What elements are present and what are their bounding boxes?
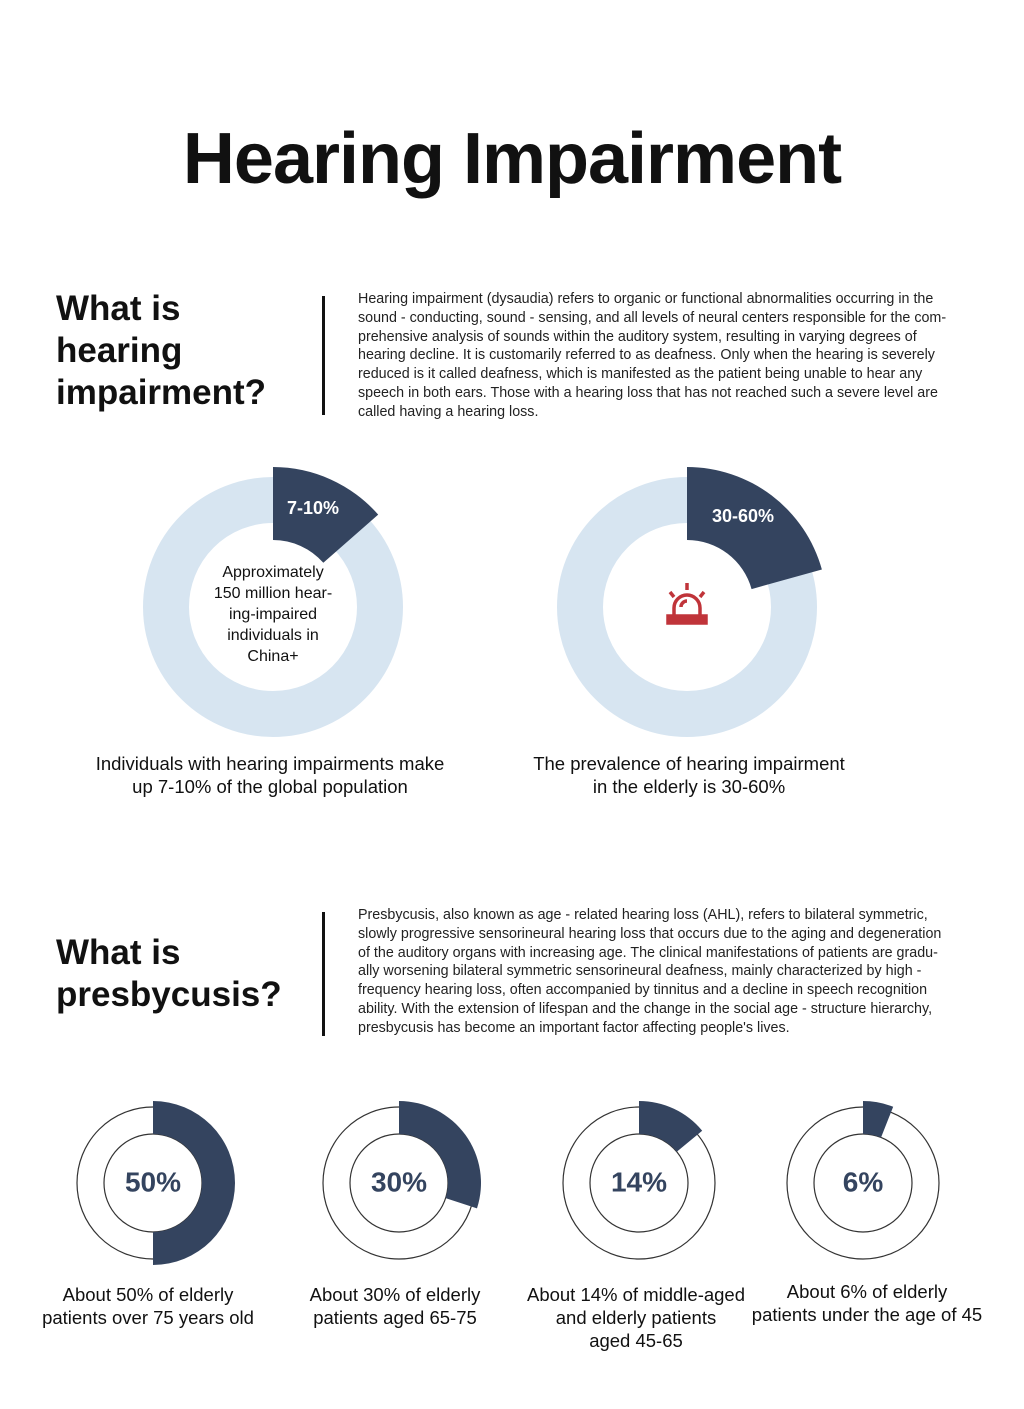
body-text: Hearing impairment (dysaudia) refers to …: [358, 291, 934, 307]
body-text: reduced is it called deafness, which is …: [358, 366, 923, 383]
body-text: of the auditory organs with increasing a…: [358, 944, 938, 961]
body-text: hearing decline. It is customarily refer…: [358, 347, 935, 364]
stat-wedge: [863, 1100, 894, 1138]
body-text: slowly progressive sensorineural hearing…: [358, 925, 942, 942]
stat-wedge: [399, 1101, 481, 1209]
donut-center-text: China+: [247, 648, 298, 665]
donut-center-text: individuals in: [227, 627, 319, 644]
stat-wedge: [639, 1101, 703, 1152]
stat-label: 6%: [843, 1166, 884, 1197]
donut-badge: 30-60%: [712, 506, 774, 526]
caption: About 30% of elderly: [309, 1284, 481, 1305]
caption: aged 45-65: [589, 1330, 683, 1351]
caption: About 50% of elderly: [62, 1284, 234, 1305]
donut-badge: 7-10%: [287, 498, 339, 518]
donut-center-text: Approximately: [222, 564, 323, 581]
stat-label: 30%: [371, 1166, 427, 1197]
donut-center-text: 150 million hear-: [214, 585, 332, 602]
caption: About 6% of elderly: [786, 1281, 948, 1302]
body-text: frequency hearing loss, often accompanie…: [358, 982, 928, 999]
body-text: presbycusis has become an important fact…: [358, 1019, 790, 1036]
body-text: ally worsening bilateral symmetric senso…: [358, 963, 922, 980]
caption: patients under the age of 45: [751, 1304, 983, 1325]
caption: and elderly patients: [555, 1307, 717, 1328]
stat-wedge: [153, 1101, 235, 1265]
body-text: Presbycusis, also known as age - related…: [358, 907, 928, 923]
body-text: sound - conducting, sound - sensing, and…: [358, 309, 947, 326]
caption: The prevalence of hearing impairment: [533, 753, 845, 774]
caption: About 14% of middle-aged: [526, 1284, 746, 1305]
page-title: Hearing Impairment: [182, 119, 842, 199]
donut-highlight: [687, 467, 822, 590]
divider: [322, 912, 325, 1036]
alarm-icon: [666, 583, 708, 625]
caption: patients over 75 years old: [42, 1307, 254, 1328]
donut-center-text: ing-impaired: [229, 606, 317, 623]
donut-highlight: [273, 467, 379, 563]
stat-label: 14%: [611, 1166, 667, 1197]
caption: Individuals with hearing impairments mak…: [95, 753, 445, 774]
caption: up 7-10% of the global population: [132, 776, 408, 797]
divider: [322, 296, 325, 415]
body-text: prehensive analysis of sounds within the…: [358, 328, 917, 345]
caption: patients aged 65-75: [313, 1307, 477, 1328]
body-text: speech in both ears. Those with a hearin…: [358, 385, 938, 401]
stat-label: 50%: [125, 1166, 181, 1197]
caption: in the elderly is 30-60%: [592, 776, 786, 797]
body-text: called having a hearing loss.: [358, 403, 539, 420]
body-text: ability. With the extension of lifespan …: [358, 1001, 933, 1017]
section-heading: What is presbycusis?: [56, 933, 282, 1014]
section-heading: What is hearing impairment?: [56, 289, 267, 412]
